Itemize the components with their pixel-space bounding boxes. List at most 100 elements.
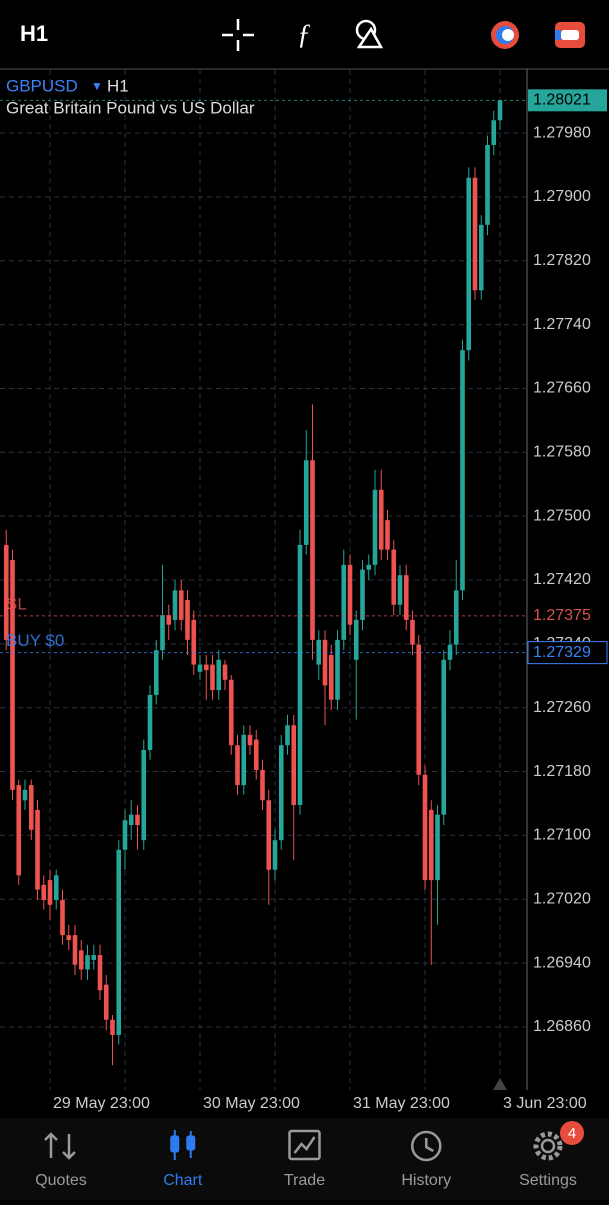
trade-icon[interactable]: [555, 22, 585, 48]
x-tick-label: 3 Jun 23:00: [503, 1095, 587, 1112]
account-icon[interactable]: [491, 21, 519, 49]
candle-body: [16, 785, 22, 876]
tab-icon[interactable]: [288, 1129, 321, 1161]
candle-body: [135, 814, 140, 826]
candle-body: [247, 734, 253, 746]
candle-body: [153, 650, 159, 695]
tab-icon-part: [293, 1136, 316, 1154]
price-box: [528, 89, 607, 112]
candle-body: [78, 950, 84, 970]
tab-label[interactable]: History: [401, 1172, 451, 1189]
tab-icon[interactable]: [411, 1130, 442, 1162]
candle-body: [266, 800, 272, 870]
candle-body: [172, 590, 178, 620]
candle-body: [185, 599, 190, 640]
tab-icon-part: [533, 1131, 563, 1161]
candle-body: [10, 560, 15, 790]
candle-body: [210, 664, 215, 691]
candle-body: [378, 489, 384, 550]
candle-body: [335, 639, 340, 700]
y-tick-label: 1.27820: [533, 252, 591, 269]
symbol-dropdown[interactable]: ▼: [91, 79, 103, 93]
candle-body: [85, 955, 90, 970]
candle-body: [41, 884, 47, 901]
symbol[interactable]: GBPUSD: [6, 76, 78, 95]
candle-body: [422, 774, 428, 881]
candle-body: [253, 739, 259, 770]
chart-timeframe: H1: [107, 76, 129, 95]
candle-body: [166, 615, 172, 625]
tab-list: Quotes Chart Trade History Settings 4: [35, 1121, 584, 1189]
candle-body: [103, 984, 109, 1020]
candle-body: [28, 785, 34, 830]
tab-icon-part: [540, 1138, 556, 1154]
candle-body: [47, 880, 53, 905]
candle-body: [497, 100, 503, 121]
tab-label[interactable]: Quotes: [35, 1172, 87, 1189]
candle-body: [372, 489, 378, 565]
objects-icon[interactable]: [355, 19, 384, 49]
candle-body: [472, 177, 478, 291]
candle-body: [203, 664, 209, 671]
timeframe-button[interactable]: H1: [20, 21, 48, 46]
candle-body: [285, 725, 290, 746]
y-tick-label: 1.27900: [533, 188, 591, 205]
tab-label[interactable]: Trade: [284, 1172, 325, 1189]
tab-icon-part: [425, 1138, 434, 1153]
price-box-value: 1.28021: [533, 92, 591, 109]
candle-body: [22, 789, 28, 801]
candle-body: [272, 840, 278, 870]
tab-icon-part: [288, 1129, 321, 1161]
tab-icon[interactable]: [44, 1132, 76, 1160]
price-line-label: BUY $0: [6, 631, 64, 650]
tab-icon[interactable]: [533, 1131, 563, 1161]
y-tick-label: 1.27420: [533, 571, 591, 588]
tab-badge-count: 4: [568, 1125, 576, 1142]
price-box: [527, 641, 608, 665]
candle-body: [110, 1019, 115, 1035]
tab-label[interactable]: Settings: [519, 1172, 577, 1189]
indicators-icon[interactable]: ƒ: [297, 19, 311, 50]
crosshair-icon[interactable]: [222, 19, 254, 51]
candle-body: [116, 849, 122, 1035]
candle-body: [297, 544, 303, 806]
candle-body: [485, 145, 490, 225]
price-line-label: SL: [6, 594, 27, 613]
candle-body: [66, 935, 72, 940]
x-tick-label: 31 May 23:00: [353, 1095, 450, 1112]
candle-body: [428, 809, 434, 881]
y-tick-label: 1.27500: [533, 507, 591, 524]
candle-body: [353, 619, 359, 660]
price-box-value: 1.27329: [533, 644, 591, 661]
candle-body: [278, 745, 284, 841]
candle-body: [322, 639, 328, 686]
candle-body: [291, 725, 297, 806]
candle-body: [3, 544, 9, 640]
tab-icon[interactable]: [170, 1130, 196, 1160]
candle-body: [478, 224, 484, 291]
candle-body: [441, 659, 447, 815]
y-tick-label: 1.27980: [533, 124, 591, 141]
candle-body: [228, 679, 234, 746]
candle-body: [341, 564, 347, 640]
candle-body: [328, 655, 334, 700]
y-tick-label: 1.26860: [533, 1018, 591, 1035]
y-tick-label: 1.27020: [533, 890, 591, 907]
price-box-value: 1.27375: [533, 607, 591, 624]
candle-body: [466, 177, 472, 351]
candle-body: [91, 955, 97, 960]
x-tick-label: 30 May 23:00: [203, 1095, 300, 1112]
tab-label[interactable]: Chart: [163, 1172, 203, 1189]
candle-body: [416, 644, 422, 775]
y-tick-label: 1.26940: [533, 954, 591, 971]
candle-body: [191, 619, 197, 665]
candle-body: [235, 745, 240, 786]
candle-body: [178, 590, 184, 620]
tab-badge: [560, 1121, 584, 1145]
y-tick-label: 1.27260: [533, 699, 591, 716]
candle-body: [160, 615, 165, 651]
candle-body: [35, 809, 40, 890]
y-tick-label: 1.27660: [533, 380, 591, 397]
candle-body: [460, 350, 465, 591]
